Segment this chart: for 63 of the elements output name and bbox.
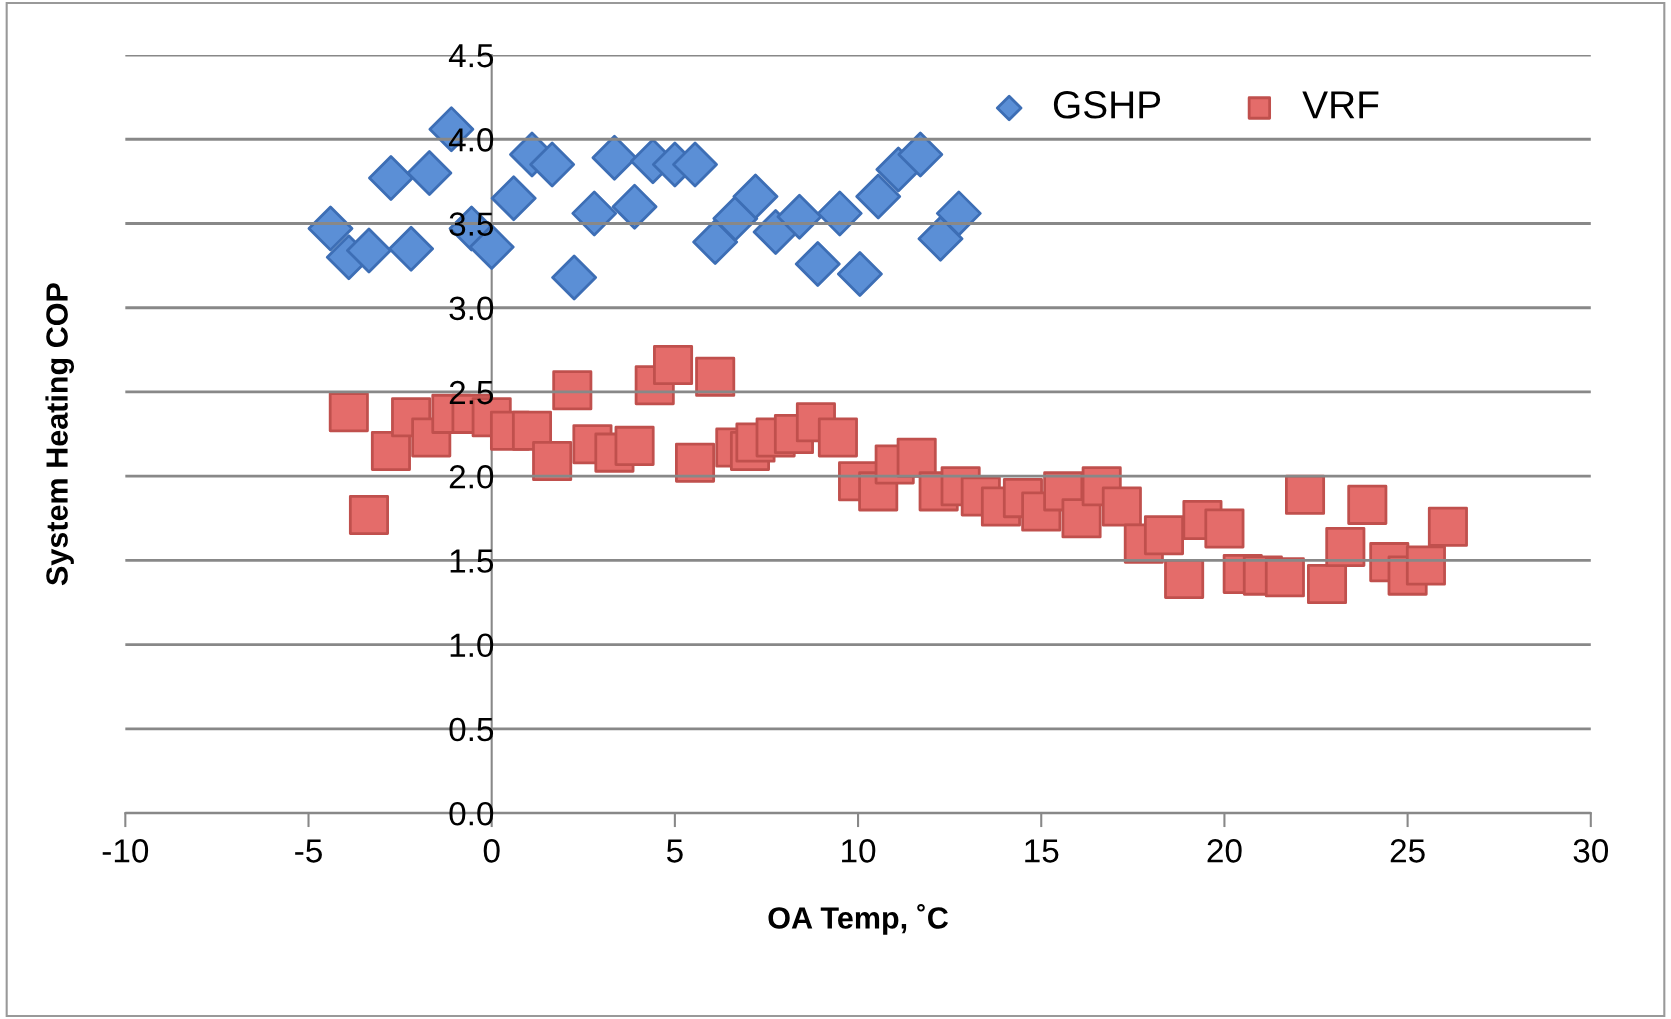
point bbox=[611, 183, 658, 230]
x-tick-label: -10 bbox=[102, 839, 149, 863]
legend-label: VRF bbox=[1302, 91, 1379, 119]
point bbox=[328, 392, 369, 433]
point bbox=[855, 173, 902, 220]
point bbox=[1405, 545, 1446, 586]
y-tick-label: 0.5 bbox=[449, 717, 494, 742]
point bbox=[1143, 515, 1184, 556]
point bbox=[388, 225, 434, 272]
point bbox=[406, 150, 453, 196]
point bbox=[794, 241, 841, 287]
y-tick-label: 2.0 bbox=[449, 465, 494, 489]
point bbox=[571, 190, 618, 237]
y-tick-label: 1.5 bbox=[450, 549, 494, 573]
point bbox=[816, 190, 863, 237]
point bbox=[897, 131, 944, 178]
point bbox=[368, 155, 414, 201]
point bbox=[307, 205, 354, 252]
point bbox=[695, 356, 736, 397]
y-tick-label: 3.5 bbox=[449, 212, 494, 236]
point bbox=[836, 251, 883, 297]
point bbox=[552, 370, 593, 411]
point bbox=[776, 193, 823, 240]
legend-label: GSHP bbox=[1053, 91, 1161, 119]
point bbox=[1347, 484, 1388, 525]
point bbox=[551, 254, 598, 301]
x-tick-label: 15 bbox=[1025, 839, 1059, 863]
point bbox=[591, 134, 638, 181]
y-tick-label: 3.0 bbox=[449, 296, 494, 321]
point bbox=[917, 215, 964, 262]
point bbox=[672, 141, 718, 188]
point bbox=[1264, 557, 1305, 598]
point bbox=[1306, 564, 1348, 605]
y-tick-label: 4.0 bbox=[448, 128, 494, 152]
point bbox=[529, 141, 576, 188]
x-tick-label: 25 bbox=[1390, 839, 1425, 863]
point bbox=[935, 190, 982, 237]
x-axis-title: OA Temp, ˚C bbox=[768, 903, 949, 935]
point bbox=[1061, 498, 1102, 539]
point bbox=[653, 345, 694, 386]
point bbox=[614, 425, 655, 466]
y-tick-label: 1.0 bbox=[450, 633, 494, 658]
x-tick-label: 0 bbox=[483, 839, 500, 863]
x-tick-label: 5 bbox=[666, 839, 683, 863]
y-tick-label: 4.5 bbox=[448, 44, 494, 68]
x-tick-label: 30 bbox=[1573, 839, 1609, 863]
point bbox=[532, 441, 573, 482]
point bbox=[348, 494, 389, 535]
point bbox=[675, 442, 716, 483]
y-tick-label: 0.0 bbox=[449, 801, 494, 826]
point bbox=[692, 219, 739, 265]
x-tick-label: -5 bbox=[295, 839, 322, 863]
point bbox=[817, 417, 858, 458]
x-tick-label: 10 bbox=[842, 839, 876, 863]
point bbox=[1101, 486, 1142, 527]
point bbox=[732, 173, 779, 220]
y-axis-title: System Heating COP bbox=[45, 283, 75, 586]
point bbox=[346, 227, 392, 274]
point bbox=[1427, 506, 1468, 547]
x-tick-label: 20 bbox=[1207, 839, 1242, 863]
point bbox=[1204, 508, 1245, 549]
point bbox=[370, 430, 411, 471]
point bbox=[1325, 526, 1366, 567]
